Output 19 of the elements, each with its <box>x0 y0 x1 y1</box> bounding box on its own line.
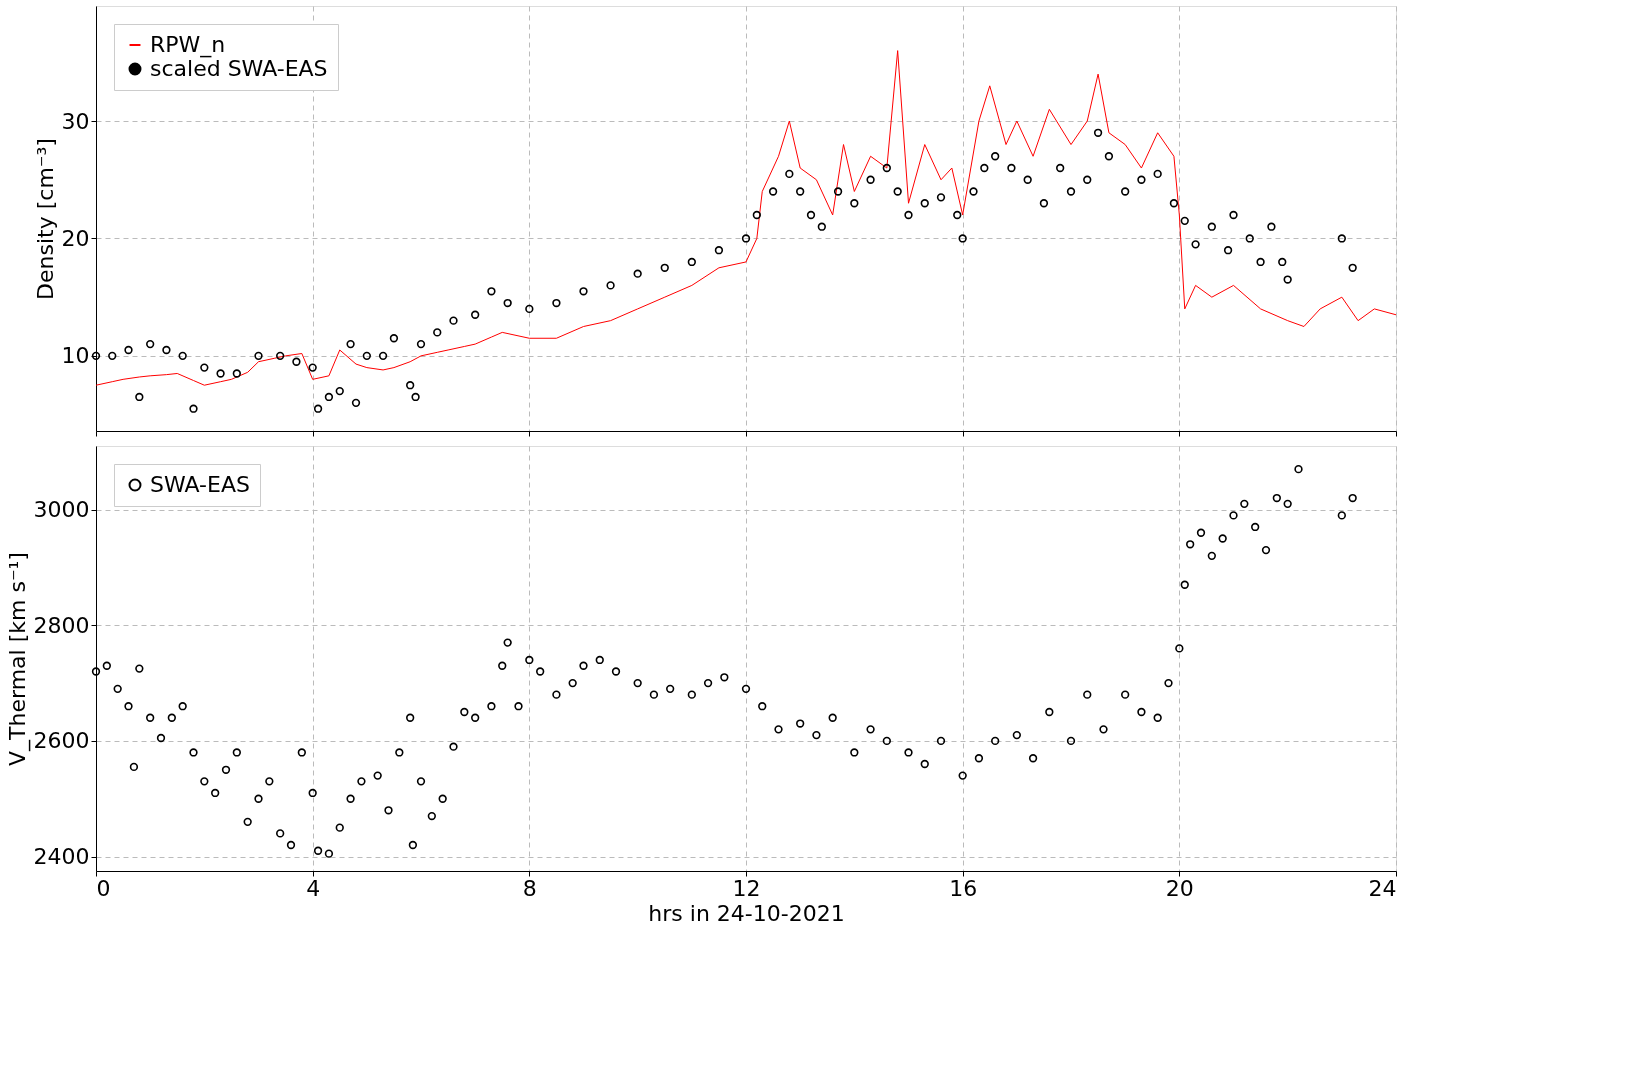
x-tick-label: 0 <box>96 875 111 901</box>
y-axis-title: V_Thermal [km s⁻¹] <box>4 552 31 766</box>
y-tick-label: 2400 <box>33 844 90 870</box>
legend-label: SWA-EAS <box>150 472 250 497</box>
y-tick-label: 10 <box>61 343 90 369</box>
x-tick-label: 16 <box>949 875 978 901</box>
y-axis-title: Density [cm⁻³] <box>32 138 58 300</box>
legend-label: RPW_n <box>150 32 226 58</box>
y-tick-label: 2600 <box>33 728 90 754</box>
x-tick-label: 24 <box>1368 875 1397 901</box>
x-tick-label: 4 <box>306 875 321 901</box>
y-tick-label: 3000 <box>33 497 90 523</box>
y-tick-label: 30 <box>61 108 90 134</box>
x-tick-label: 20 <box>1165 875 1194 901</box>
x-axis-title: hrs in 24-10-2021 <box>648 900 845 926</box>
x-tick-label: 8 <box>522 875 537 901</box>
y-tick-label: 20 <box>61 225 90 251</box>
y-tick-label: 2800 <box>33 612 90 638</box>
x-tick-label: 12 <box>732 875 761 901</box>
